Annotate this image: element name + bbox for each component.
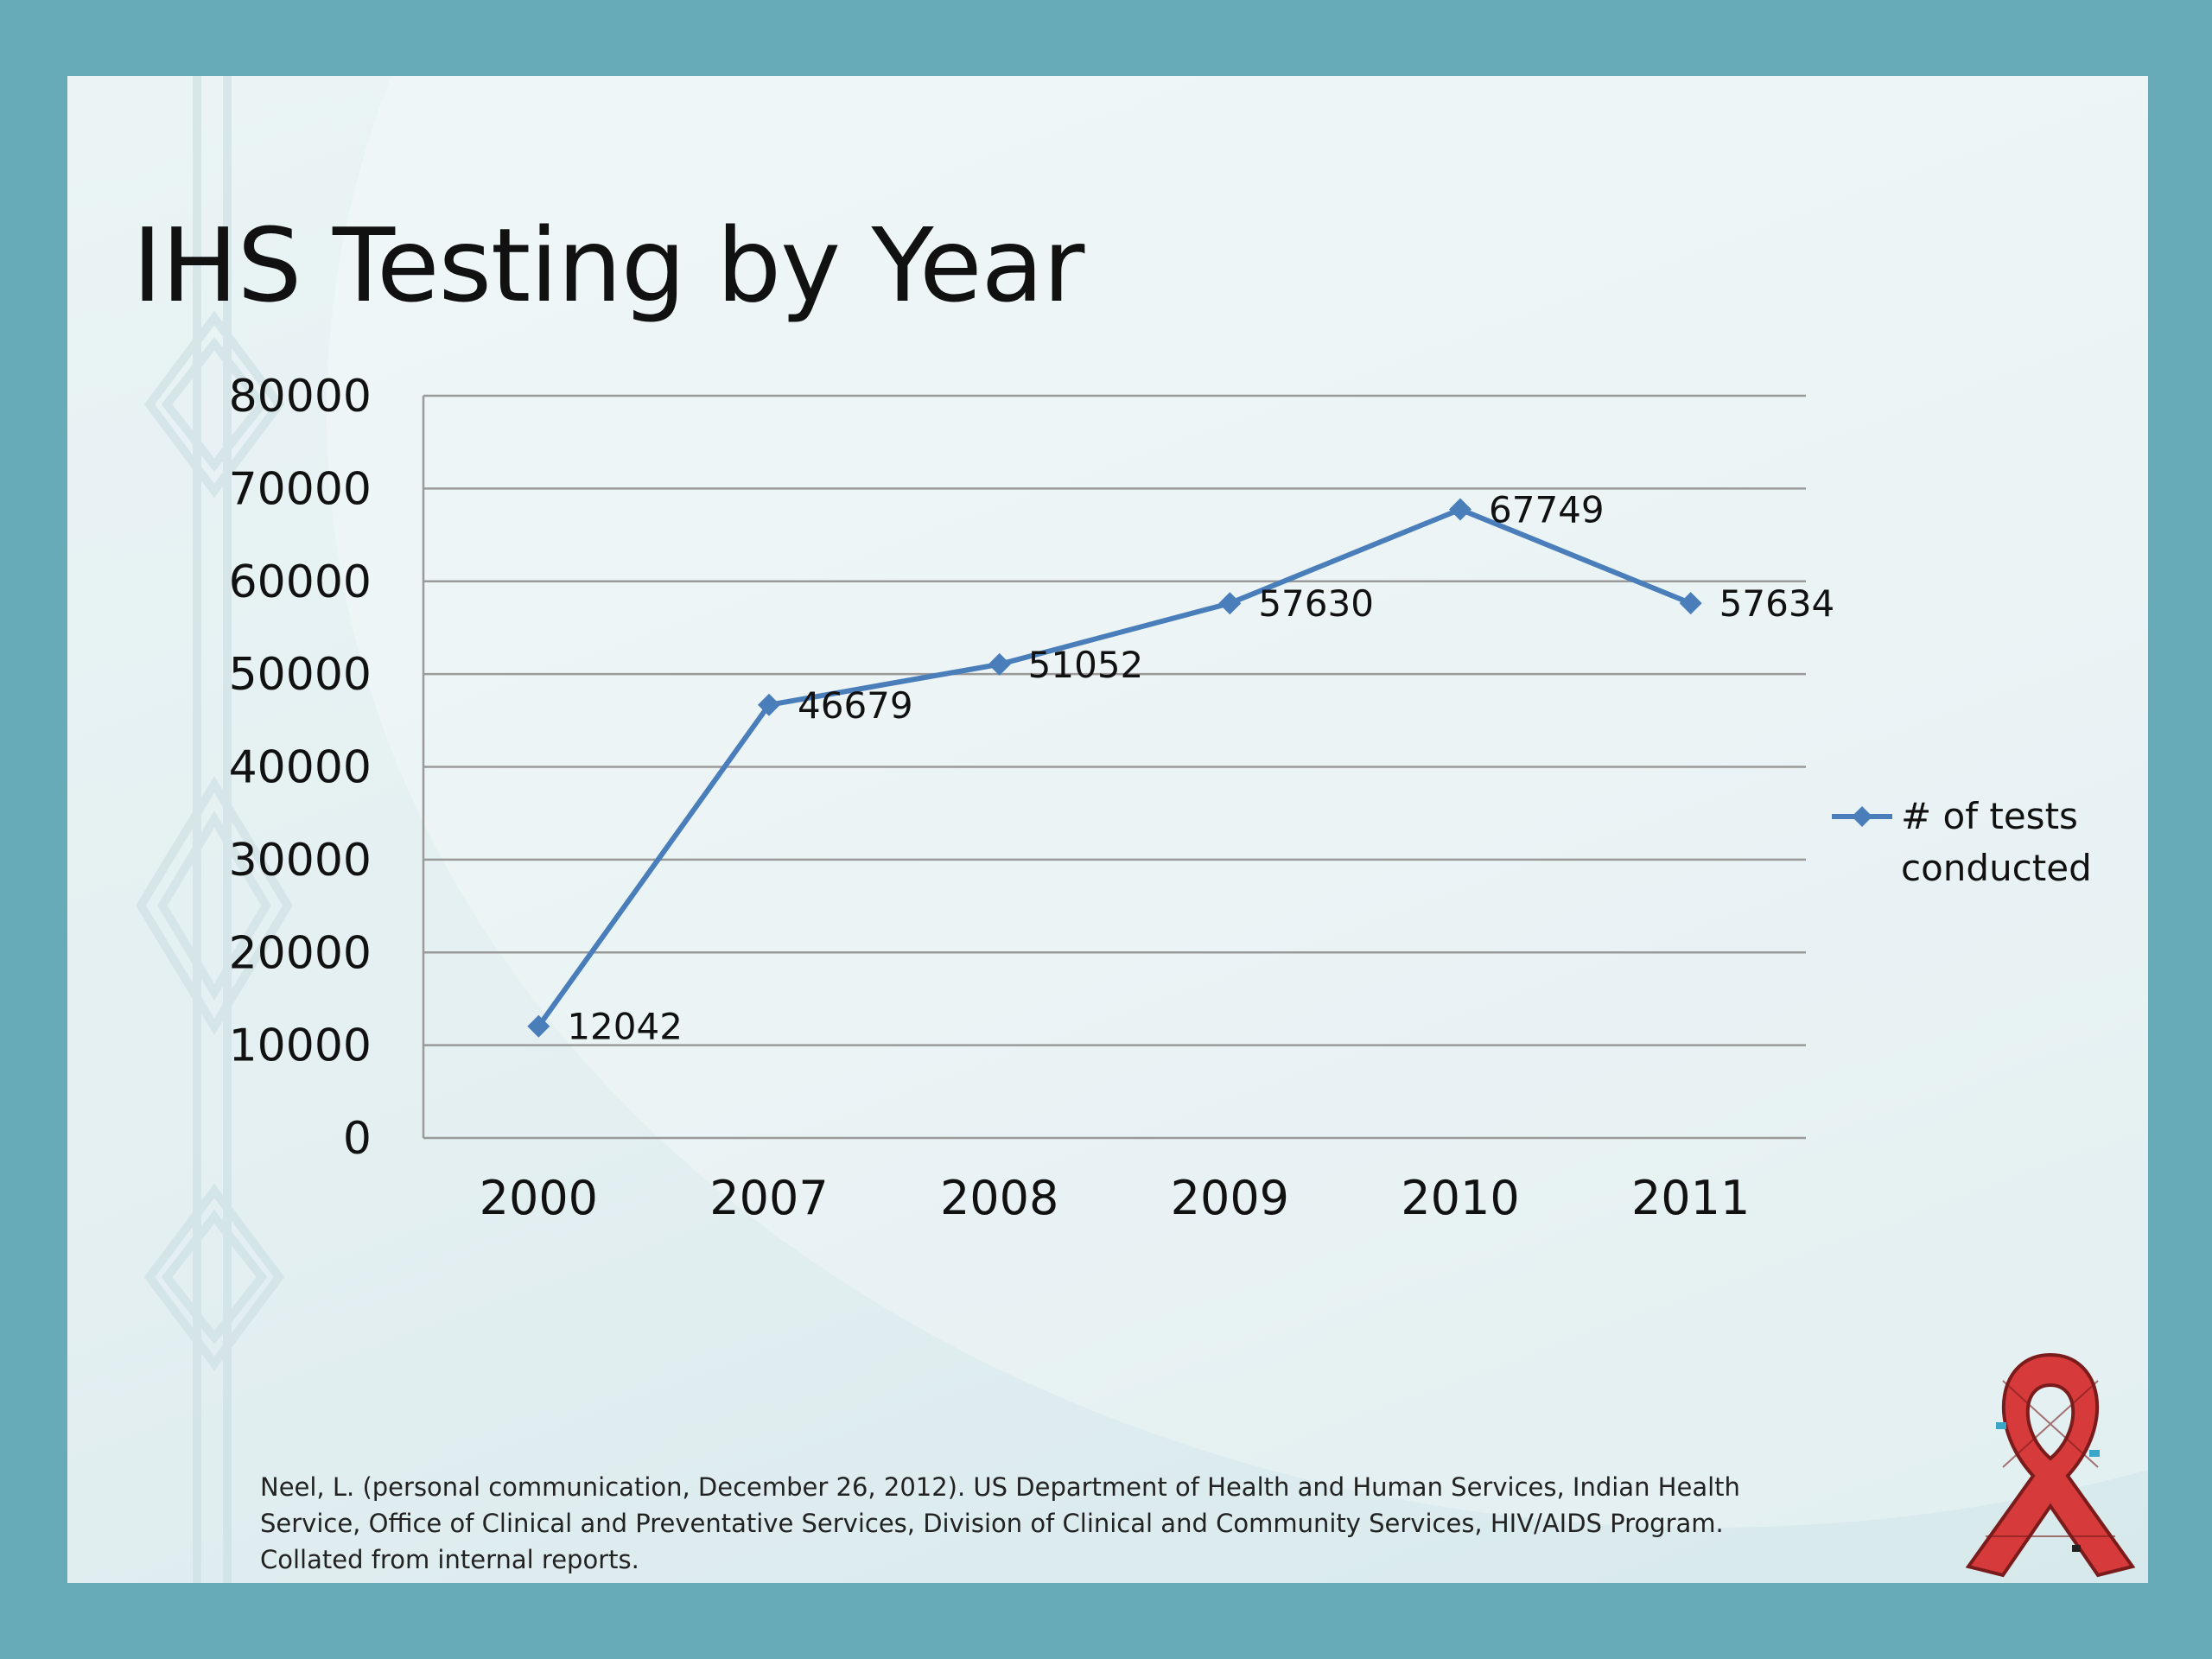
y-tick-label: 80000	[229, 371, 372, 423]
y-tick-label: 0	[343, 1113, 372, 1165]
data-point-marker	[1679, 592, 1702, 615]
y-tick-label: 10000	[229, 1020, 372, 1072]
awareness-ribbon-logo	[1965, 1352, 2136, 1578]
gridlines	[422, 394, 1806, 1140]
x-axis-ticks: 2000 2007 2008 2009 2010 2011	[480, 1171, 1751, 1225]
x-tick-label: 2008	[940, 1171, 1058, 1225]
data-label: 67749	[1489, 489, 1605, 531]
line-chart: 0 10000 20000 30000 40000 50000 60000 70000 8000…	[229, 371, 2092, 1225]
y-axis-ticks: 0 10000 20000 30000 40000 50000 60000 70000 8000…	[229, 371, 372, 1165]
y-tick-label: 60000	[229, 556, 372, 608]
data-label: 57634	[1719, 582, 1835, 625]
data-point-marker	[1218, 592, 1242, 615]
y-tick-label: 50000	[229, 649, 372, 701]
data-label: 12042	[567, 1006, 683, 1048]
tribal-pattern-decoration	[136, 76, 293, 1583]
data-point-marker	[527, 1014, 550, 1038]
data-label: 57630	[1258, 582, 1374, 625]
y-tick-label: 30000	[229, 835, 372, 887]
y-tick-label: 70000	[229, 463, 372, 515]
legend-marker	[1852, 806, 1872, 827]
x-tick-label: 2000	[480, 1171, 598, 1225]
data-labels: 12042 46679 51052 57630 67749 57634	[567, 489, 1834, 1048]
source-footnote: Neel, L. (personal communication, Decemb…	[260, 1472, 1740, 1574]
data-label: 46679	[798, 684, 913, 727]
series-layer	[527, 498, 1702, 1038]
data-point-marker	[1449, 498, 1471, 521]
slide: IHS Testing by Year 0 10000 20000 30000 4000…	[67, 76, 2148, 1583]
x-tick-label: 2010	[1401, 1171, 1519, 1225]
data-label: 51052	[1028, 644, 1144, 686]
x-tick-label: 2011	[1631, 1171, 1750, 1225]
slide-title: IHS Testing by Year	[132, 206, 1084, 325]
legend-label: # of tests conducted	[1901, 795, 2092, 889]
y-tick-label: 40000	[229, 742, 372, 794]
legend: # of tests conducted	[1832, 795, 2092, 889]
data-point-marker	[988, 652, 1011, 676]
y-tick-label: 20000	[229, 927, 372, 979]
x-tick-label: 2007	[709, 1171, 828, 1225]
x-tick-label: 2009	[1171, 1171, 1289, 1225]
series-line	[536, 506, 1692, 1028]
data-point-marker	[758, 693, 780, 716]
